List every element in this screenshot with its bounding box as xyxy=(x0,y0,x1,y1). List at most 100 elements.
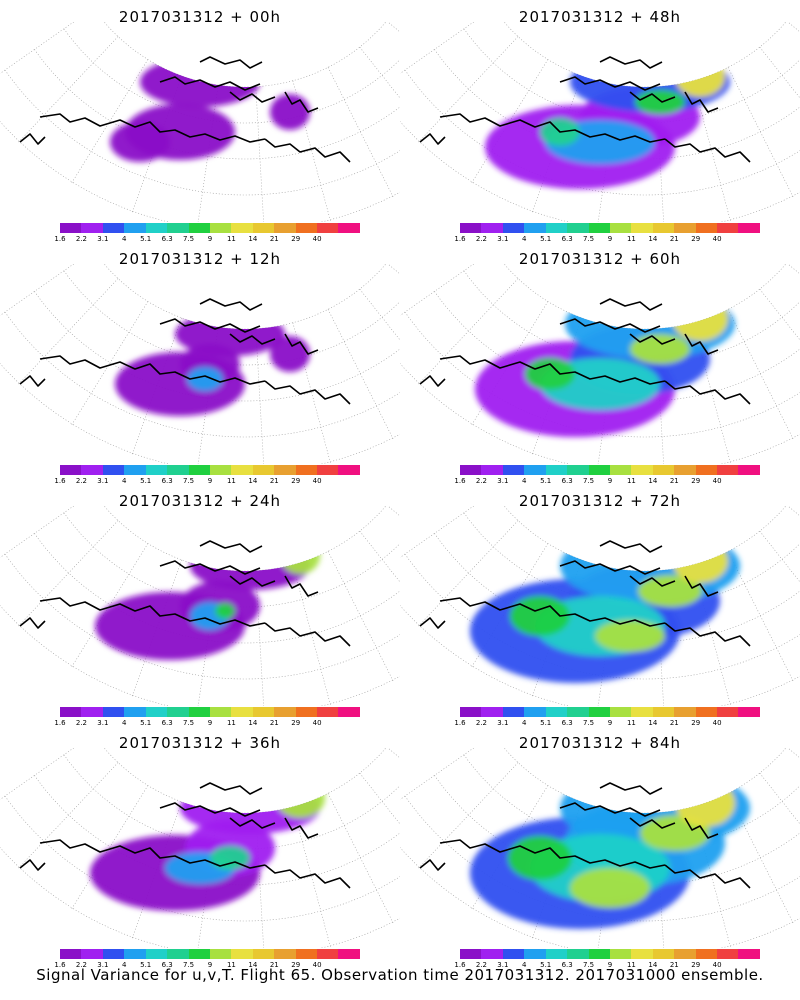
colorbar-segment xyxy=(738,465,760,475)
colorbar-tick-label: 3.1 xyxy=(97,477,109,485)
colorbar-segment xyxy=(481,949,503,959)
colorbar-tick-label: 1.6 xyxy=(454,235,466,243)
colorbar-segment xyxy=(124,223,146,233)
colorbar-segment xyxy=(252,223,275,233)
forecast-panel: 2017031312 + 84h 1.6 2.2 3.1 4 5.1 6.3 7.5 9 11 14… xyxy=(400,726,800,969)
colorbar-segment xyxy=(338,949,360,959)
panel-title: 2017031312 + 12h xyxy=(118,250,282,268)
colorbar-segment xyxy=(60,223,82,233)
colorbar-segment xyxy=(317,949,339,959)
colorbar-segment xyxy=(609,707,632,717)
colorbar-tick-label: 3.1 xyxy=(497,477,509,485)
forecast-panel: 2017031312 + 48h 1.6 2.2 3.1 4 5.1 6.3 7.5 9 11 14… xyxy=(400,0,800,243)
colorbar-tick-label: 2.2 xyxy=(475,961,487,969)
colorbar-segment xyxy=(81,465,103,475)
colorbar-tick-label: 6.3 xyxy=(161,235,173,243)
colorbar-segment xyxy=(60,465,82,475)
colorbar-segment xyxy=(738,949,760,959)
colorbar-tick-label: 1.6 xyxy=(54,477,66,485)
colorbar-tick-label: 2.2 xyxy=(75,961,87,969)
colorbar xyxy=(60,223,360,233)
colorbar-tick-label: 21 xyxy=(269,961,279,969)
colorbar-tick-label: 11 xyxy=(626,477,636,485)
coastlines xyxy=(419,782,751,889)
colorbar-tick-label: 5.1 xyxy=(540,477,552,485)
colorbar-labels: 1.6 2.2 3.1 4 5.1 6.3 7.5 9 11 14 21 29 40 xyxy=(454,477,760,487)
colorbar-tick-label: 9 xyxy=(207,235,213,243)
colorbar-segment xyxy=(274,949,296,959)
colorbar-segment xyxy=(124,707,146,717)
colorbar-segment xyxy=(60,949,82,959)
variance-field xyxy=(90,778,325,911)
colorbar-tick-label: 1.6 xyxy=(54,961,66,969)
colorbar-segment xyxy=(295,223,318,233)
colorbar-segment xyxy=(60,707,82,717)
variance-blob xyxy=(635,90,685,114)
colorbar-segment xyxy=(502,949,525,959)
coastlines xyxy=(19,298,351,405)
colorbar-segment xyxy=(738,223,760,233)
colorbar-tick-label: 1.6 xyxy=(54,719,66,727)
colorbar-segment xyxy=(695,949,718,959)
variance-map xyxy=(400,22,800,222)
colorbar-segment xyxy=(338,223,360,233)
panel-title: 2017031312 + 48h xyxy=(518,8,682,26)
variance-field xyxy=(470,528,740,683)
variance-field xyxy=(115,312,310,416)
forecast-panel: 2017031312 + 12h 1.6 2.2 3.1 4 5.1 6.3 7.5 9 11 14… xyxy=(0,242,400,485)
colorbar-segment xyxy=(124,949,146,959)
colorbar-tick-label: 5.1 xyxy=(140,961,152,969)
forecast-panel: 2017031312 + 36h 1.6 2.2 3.1 4 5.1 6.3 7.5 9 11 14… xyxy=(0,726,400,969)
variance-blob xyxy=(280,538,320,574)
colorbar-segment xyxy=(695,707,718,717)
colorbar-tick-label: 6.3 xyxy=(561,235,573,243)
colorbar-segment xyxy=(567,465,589,475)
colorbar-segment xyxy=(588,707,610,717)
colorbar-segment xyxy=(717,707,739,717)
colorbar-segment xyxy=(295,949,318,959)
colorbar-tick-label: 6.3 xyxy=(561,477,573,485)
colorbar-segment xyxy=(674,223,696,233)
colorbar-tick-label: 29 xyxy=(691,477,701,485)
forecast-panel: 2017031312 + 60h 1.6 2.2 3.1 4 5.1 6.3 7.5 9 11 14… xyxy=(400,242,800,487)
colorbar-tick-label: 29 xyxy=(291,235,301,243)
colorbar-segment xyxy=(231,465,253,475)
colorbar-tick-label: 4 xyxy=(522,961,527,969)
colorbar-segment xyxy=(524,465,546,475)
panel-title: 2017031312 + 36h xyxy=(118,734,282,752)
colorbar-tick-label: 4 xyxy=(122,235,127,243)
colorbar-tick-label: 29 xyxy=(291,961,301,969)
colorbar-tick-label: 6.3 xyxy=(561,961,573,969)
colorbar-tick-label: 21 xyxy=(669,235,679,243)
colorbar-tick-label: 2.2 xyxy=(475,477,487,485)
colorbar-segment xyxy=(631,707,653,717)
colorbar-segment xyxy=(145,465,168,475)
colorbar-tick-label: 11 xyxy=(226,719,236,727)
colorbar-tick-label: 11 xyxy=(226,961,236,969)
colorbar-tick-label: 11 xyxy=(226,477,236,485)
colorbar-segment xyxy=(652,465,675,475)
colorbar-tick-label: 2.2 xyxy=(75,719,87,727)
colorbar-segment xyxy=(460,223,482,233)
colorbar-segment xyxy=(145,949,168,959)
colorbar-tick-label: 2.2 xyxy=(475,235,487,243)
colorbar-tick-label: 40 xyxy=(712,961,722,969)
colorbar-tick-label: 1.6 xyxy=(454,719,466,727)
colorbar-segment xyxy=(738,707,760,717)
colorbar-segment xyxy=(167,949,189,959)
colorbar-tick-label: 21 xyxy=(669,961,679,969)
panel-title: 2017031312 + 60h xyxy=(518,250,682,268)
colorbar-segment xyxy=(545,465,568,475)
colorbar xyxy=(460,223,760,233)
colorbar-segment xyxy=(524,707,546,717)
colorbar-tick-label: 14 xyxy=(248,961,258,969)
colorbar-tick-label: 9 xyxy=(607,477,613,485)
colorbar-segment xyxy=(252,949,275,959)
colorbar-tick-label: 21 xyxy=(669,719,679,727)
colorbar-tick-label: 21 xyxy=(269,235,279,243)
colorbar xyxy=(60,949,360,959)
colorbar-segment xyxy=(567,707,589,717)
colorbar-tick-label: 7.5 xyxy=(182,719,195,727)
colorbar-segment xyxy=(209,949,232,959)
colorbar-segment xyxy=(652,223,675,233)
